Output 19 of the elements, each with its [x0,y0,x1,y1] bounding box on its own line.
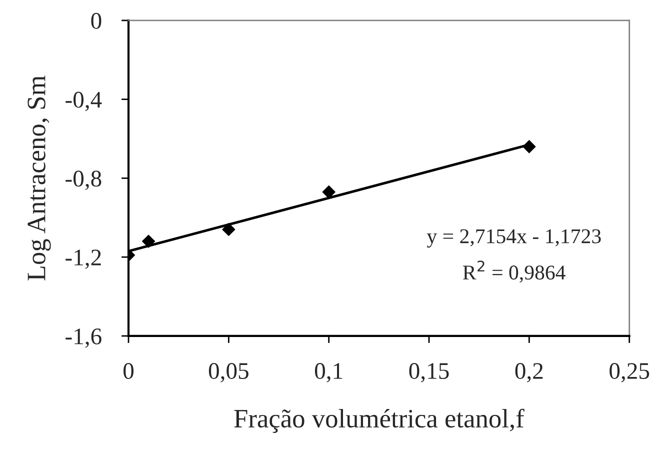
y-tick-label: -1,2 [66,250,101,269]
x-tick-label: 0,1 [314,363,342,382]
annotation: y = 2,7154x - 1,1723 [426,229,601,248]
y-tick-label: 0 [91,12,102,29]
point [522,140,536,154]
annotation: R$^{2}$ = 0,9864 [462,260,566,283]
y-tick-label: -0,8 [66,170,102,190]
point [222,222,236,236]
x-axis-title: Fração volumétrica etanol,f [234,408,524,433]
y-tick-label: -1,6 [66,328,102,348]
x-tick-label: 0,2 [515,363,543,382]
point [322,185,336,199]
x-tick-label: 0,25 [610,363,650,382]
x-tick-label: 0,05 [208,363,248,382]
x-tick-label: 0 [124,363,134,379]
y-tick-label: -0,4 [66,92,102,112]
point [142,234,156,248]
y-axis-title: Log Antraceno, Sm [28,76,51,280]
x-tick-label: 0,15 [409,363,449,382]
